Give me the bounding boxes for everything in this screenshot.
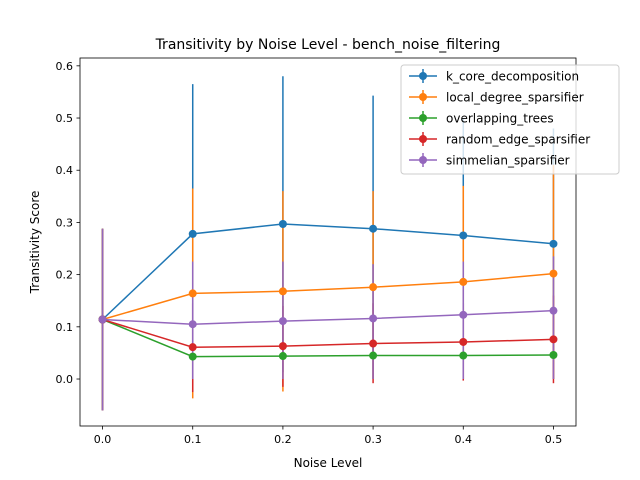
legend-label-local_degree_sparsifier: local_degree_sparsifier [446,91,584,105]
data-point-k_core_decomposition-2 [278,219,287,228]
legend-box [400,64,620,175]
y-tick-label: 0.5 [56,112,74,125]
data-point-local_degree_sparsifier-2 [278,287,287,296]
data-point-k_core_decomposition-3 [369,224,378,233]
data-point-random_edge_sparsifier-4 [459,337,468,346]
series-line-simmelian_sparsifier [102,309,554,325]
x-tick-label: 0.5 [545,433,563,446]
data-point-overlapping_trees-5 [549,351,558,360]
data-point-random_edge_sparsifier-1 [188,343,197,352]
series-line-overlapping_trees [102,318,554,358]
data-point-k_core_decomposition-1 [188,229,197,238]
y-tick-label: 0.6 [56,60,74,73]
legend: k_core_decomposition local_degree_sparsif… [400,64,620,175]
lines-layer [101,223,554,358]
y-axis-label: Transitivity Score [28,191,42,295]
data-point-random_edge_sparsifier-2 [278,342,287,351]
series-line-random_edge_sparsifier [102,318,554,348]
data-point-local_degree_sparsifier-5 [549,269,558,278]
data-point-simmelian_sparsifier-2 [278,317,287,326]
legend-label-random_edge_sparsifier: random_edge_sparsifier [446,133,590,147]
x-tick-label: 0.4 [455,433,473,446]
data-point-local_degree_sparsifier-3 [369,283,378,292]
y-tick-label: 0.0 [56,373,74,386]
data-point-overlapping_trees-4 [459,351,468,360]
data-point-random_edge_sparsifier-3 [369,339,378,348]
chart-title: Transitivity by Noise Level - bench_nois… [155,37,501,53]
y-tick-label: 0.4 [56,164,74,177]
data-point-simmelian_sparsifier-5 [549,306,558,315]
data-point-simmelian_sparsifier-4 [459,310,468,319]
x-tick-label: 0.1 [184,433,202,446]
data-point-overlapping_trees-3 [369,351,378,360]
data-point-simmelian_sparsifier-3 [369,314,378,323]
x-axis-ticks: 0.0 0.1 0.2 0.3 0.4 0.5 [94,426,562,446]
data-point-simmelian_sparsifier-0 [98,315,107,324]
data-point-overlapping_trees-2 [278,352,287,361]
series-line-k_core_decomposition [101,223,554,321]
data-point-k_core_decomposition-4 [459,231,468,240]
legend-label-k_core_decomposition: k_core_decomposition [446,70,579,84]
legend-label-overlapping_trees: overlapping_trees [446,112,554,126]
x-tick-label: 0.3 [364,433,382,446]
data-point-local_degree_sparsifier-1 [188,289,197,298]
legend-label-simmelian_sparsifier: simmelian_sparsifier [446,154,570,168]
legend-marker-overlapping_trees [419,114,427,122]
legend-marker-local_degree_sparsifier [419,93,427,101]
x-axis-label: Noise Level [294,456,363,470]
x-tick-label: 0.0 [94,433,112,446]
data-point-overlapping_trees-1 [188,352,197,361]
x-tick-label: 0.2 [274,433,292,446]
series-line-local_degree_sparsifier [102,272,554,321]
data-point-local_degree_sparsifier-4 [459,277,468,286]
y-tick-label: 0.2 [56,269,74,282]
legend-marker-simmelian_sparsifier [419,156,427,164]
y-tick-label: 0.3 [56,216,74,229]
data-point-random_edge_sparsifier-5 [549,335,558,344]
legend-marker-random_edge_sparsifier [419,135,427,143]
y-tick-label: 0.1 [56,321,74,334]
y-axis-ticks: 0.0 0.1 0.2 0.3 0.4 0.5 0.6 [56,60,80,386]
data-point-simmelian_sparsifier-1 [188,320,197,329]
markers-layer [98,219,558,361]
plot-frame [79,57,577,427]
data-point-k_core_decomposition-5 [549,239,558,248]
legend-marker-k_core_decomposition [419,72,427,80]
